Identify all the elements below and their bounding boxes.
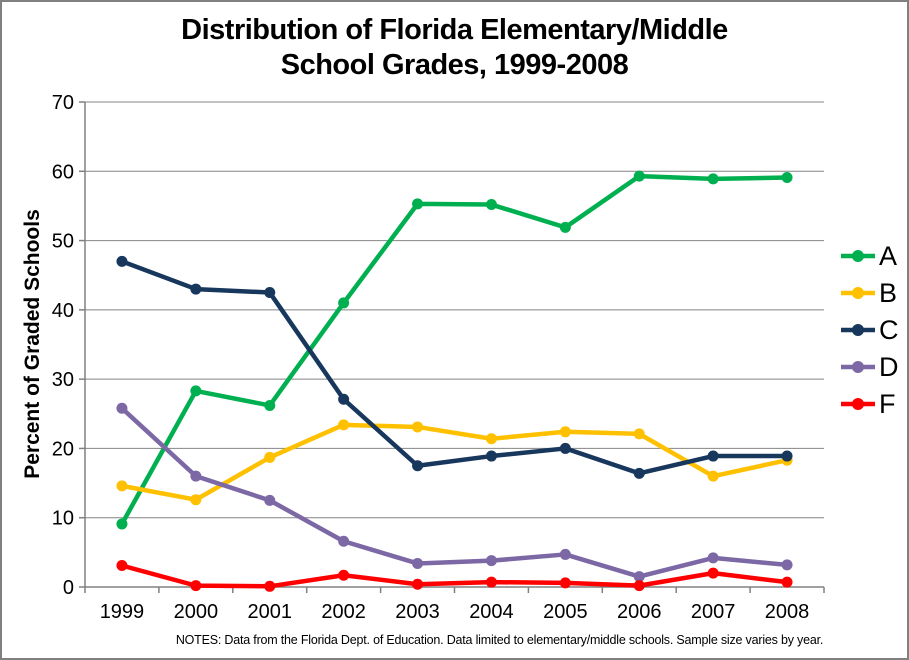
- data-point-B-2004: [485, 433, 497, 445]
- chart-title: Distribution of Florida Elementary/Middl…: [2, 13, 907, 84]
- data-point-F-2001: [264, 580, 276, 592]
- data-point-C-2002: [338, 393, 350, 405]
- y-tick-label: 10: [52, 508, 74, 530]
- legend-line-marker-icon: [841, 361, 875, 373]
- data-point-B-2000: [190, 494, 202, 506]
- data-point-B-2003: [412, 421, 424, 433]
- legend-line-marker-icon: [841, 250, 875, 262]
- data-point-C-2007: [707, 450, 719, 462]
- chart-title-line-1: Distribution of Florida Elementary/Middl…: [181, 14, 728, 46]
- data-point-F-2008: [781, 576, 793, 588]
- legend-item-F: F: [839, 387, 899, 421]
- data-point-C-2000: [190, 283, 202, 295]
- data-point-F-2006: [633, 580, 645, 592]
- legend-label: D: [879, 351, 899, 382]
- y-tick-label: 0: [63, 577, 74, 599]
- data-point-A-2008: [781, 172, 793, 184]
- data-point-C-2006: [633, 467, 645, 479]
- data-point-A-2000: [190, 385, 202, 397]
- data-point-A-2004: [485, 199, 497, 211]
- legend-label: A: [879, 240, 898, 271]
- x-tick-label: 2002: [321, 601, 366, 623]
- data-point-B-2001: [264, 451, 276, 463]
- chart-notes: NOTES: Data from the Florida Dept. of Ed…: [175, 633, 824, 647]
- data-point-F-2005: [559, 577, 571, 589]
- series-line-C: [119, 259, 790, 476]
- x-tick-label: 1999: [100, 601, 145, 623]
- series-line-F: [119, 563, 790, 589]
- y-tick-label: 20: [52, 438, 74, 460]
- data-point-C-2008: [781, 450, 793, 462]
- series-line-B: [119, 422, 790, 502]
- series-line-D: [119, 405, 790, 579]
- y-tick-label: 60: [52, 161, 74, 183]
- data-point-A-2007: [707, 173, 719, 185]
- chart-title-line-2: School Grades, 1999-2008: [280, 49, 629, 82]
- data-point-A-2001: [264, 399, 276, 411]
- data-point-B-1999: [116, 480, 128, 492]
- x-tick-label: 2001: [248, 601, 293, 623]
- data-point-F-2002: [338, 569, 350, 581]
- x-tick-label: 2003: [395, 601, 440, 623]
- data-point-C-1999: [116, 255, 128, 267]
- data-point-F-2003: [412, 578, 424, 590]
- data-point-D-2008: [781, 559, 793, 571]
- data-point-F-1999: [116, 560, 128, 572]
- legend-item-A: A: [839, 239, 899, 273]
- y-tick-label: 50: [52, 231, 74, 253]
- data-point-A-2003: [412, 198, 424, 210]
- data-point-C-2001: [264, 287, 276, 299]
- data-point-C-2004: [485, 450, 497, 462]
- legend-label: B: [879, 277, 898, 308]
- data-point-D-2004: [485, 555, 497, 567]
- data-point-D-2003: [412, 557, 424, 569]
- legend-label: C: [879, 314, 899, 345]
- data-point-A-2006: [633, 170, 645, 182]
- data-point-D-2002: [338, 535, 350, 547]
- data-point-D-2001: [264, 494, 276, 506]
- data-point-D-2000: [190, 470, 202, 482]
- data-point-F-2004: [485, 576, 497, 588]
- data-point-B-2006: [633, 428, 645, 440]
- data-point-F-2007: [707, 567, 719, 579]
- y-tick-label: 40: [52, 300, 74, 322]
- x-tick-label: 2006: [617, 601, 662, 623]
- legend-item-D: D: [839, 350, 899, 384]
- legend-line-marker-icon: [841, 324, 875, 336]
- series-line-A: [119, 173, 790, 527]
- x-tick-label: 2004: [469, 601, 514, 623]
- data-point-C-2005: [559, 442, 571, 454]
- data-point-B-2005: [559, 426, 571, 438]
- x-tick-label: 2000: [174, 601, 219, 623]
- data-point-A-2002: [338, 297, 350, 309]
- legend-line-marker-icon: [841, 398, 875, 410]
- data-point-F-2000: [190, 580, 202, 592]
- data-point-A-1999: [116, 518, 128, 530]
- x-tick-label: 2007: [691, 601, 736, 623]
- data-point-A-2005: [559, 221, 571, 233]
- data-point-D-2006: [633, 571, 645, 583]
- data-point-B-2002: [338, 419, 350, 431]
- y-tick-label: 30: [52, 369, 74, 391]
- x-tick-label: 2008: [765, 601, 810, 623]
- data-point-C-2003: [412, 460, 424, 472]
- legend-line-marker-icon: [841, 287, 875, 299]
- data-point-D-2005: [559, 548, 571, 560]
- legend-item-B: B: [839, 276, 899, 310]
- data-point-D-2007: [707, 552, 719, 564]
- x-tick-label: 2005: [543, 601, 588, 623]
- legend-label: F: [879, 388, 896, 419]
- data-point-D-1999: [116, 402, 128, 414]
- legend-item-C: C: [839, 313, 899, 347]
- y-axis-title: Percent of Graded Schools: [21, 209, 44, 479]
- data-point-B-2007: [707, 470, 719, 482]
- y-tick-label: 70: [52, 92, 74, 114]
